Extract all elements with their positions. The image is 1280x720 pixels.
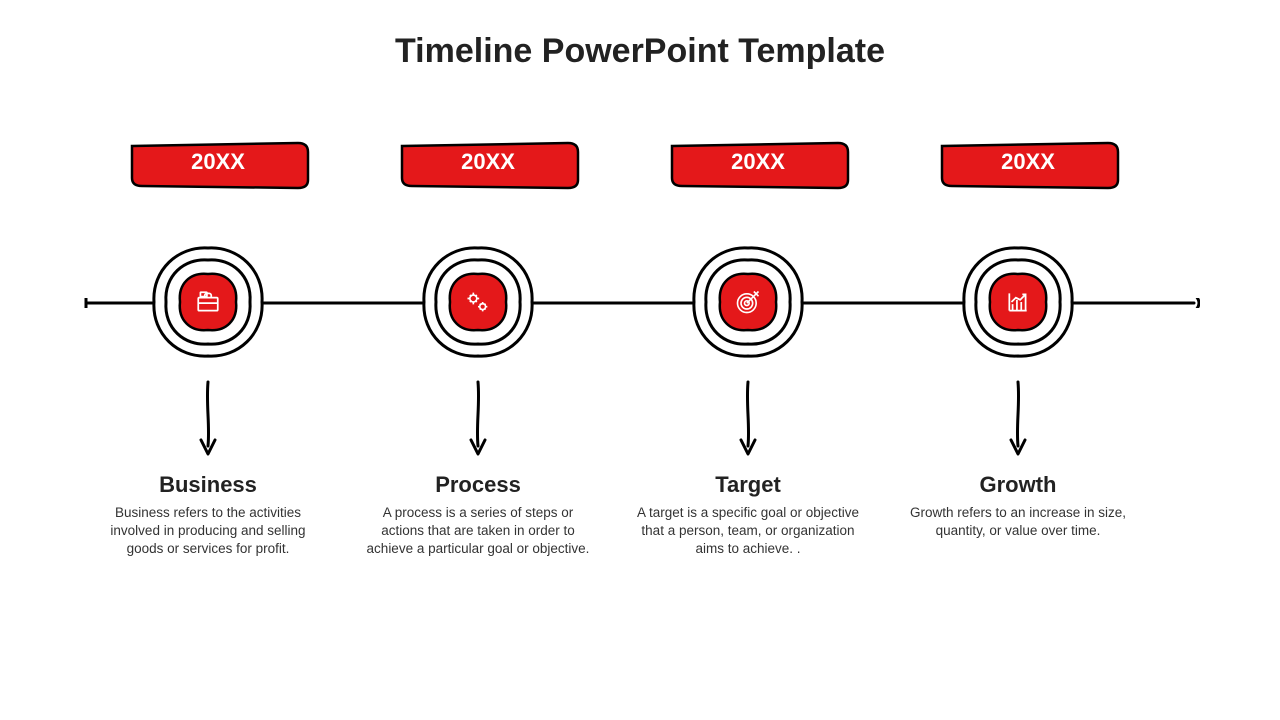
down-arrow-icon bbox=[738, 380, 758, 460]
timeline-node bbox=[418, 242, 538, 362]
year-flag: 20XX bbox=[398, 140, 578, 188]
item-desc: Growth refers to an increase in size, qu… bbox=[903, 504, 1133, 540]
item-desc: A process is a series of steps or action… bbox=[363, 504, 593, 559]
item-desc: Business refers to the activities involv… bbox=[93, 504, 323, 559]
item-heading: Target bbox=[633, 472, 863, 498]
timeline-node bbox=[688, 242, 808, 362]
year-label: 20XX bbox=[668, 140, 848, 184]
chart-icon bbox=[1005, 289, 1031, 315]
gears-icon bbox=[464, 288, 492, 316]
year-flag: 20XX bbox=[128, 140, 308, 188]
briefcase-icon bbox=[195, 289, 221, 315]
item-heading: Growth bbox=[903, 472, 1133, 498]
year-flag: 20XX bbox=[668, 140, 848, 188]
year-label: 20XX bbox=[938, 140, 1118, 184]
item-heading: Process bbox=[363, 472, 593, 498]
year-label: 20XX bbox=[128, 140, 308, 184]
item-desc: A target is a specific goal or objective… bbox=[633, 504, 863, 559]
year-flag: 20XX bbox=[938, 140, 1118, 188]
item-block: Process A process is a series of steps o… bbox=[363, 472, 593, 559]
item-block: Target A target is a specific goal or ob… bbox=[633, 472, 863, 559]
down-arrow-icon bbox=[468, 380, 488, 460]
item-block: Business Business refers to the activiti… bbox=[93, 472, 323, 559]
item-heading: Business bbox=[93, 472, 323, 498]
target-icon bbox=[734, 288, 762, 316]
year-label: 20XX bbox=[398, 140, 578, 184]
timeline-stage: 20XX Business Business refers to the act… bbox=[0, 130, 1280, 690]
timeline-node bbox=[958, 242, 1078, 362]
slide-title: Timeline PowerPoint Template bbox=[0, 0, 1280, 71]
item-block: Growth Growth refers to an increase in s… bbox=[903, 472, 1133, 540]
timeline-node bbox=[148, 242, 268, 362]
down-arrow-icon bbox=[198, 380, 218, 460]
down-arrow-icon bbox=[1008, 380, 1028, 460]
